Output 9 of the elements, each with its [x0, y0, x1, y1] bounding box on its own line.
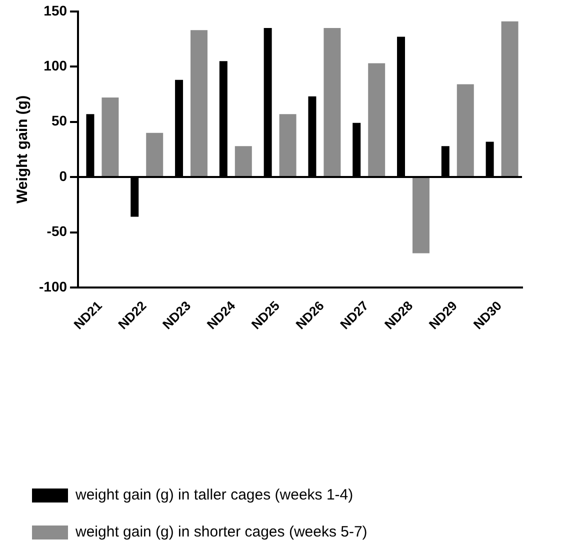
y-tick-label: 50 [51, 112, 68, 129]
y-tick-label: 0 [59, 168, 68, 184]
y-tick-label: 150 [44, 2, 68, 18]
legend-label: weight gain (g) in shorter cages (weeks 5-7) [74, 524, 368, 541]
legend-label: weight gain (g) in taller cages (weeks 1-4) [74, 486, 354, 504]
y-tick-label: -50 [46, 223, 68, 240]
y-tick-label: -100 [38, 278, 68, 294]
y-axis-title: Weight gain (g) [14, 95, 32, 204]
y-tick-label: 100 [44, 57, 68, 74]
